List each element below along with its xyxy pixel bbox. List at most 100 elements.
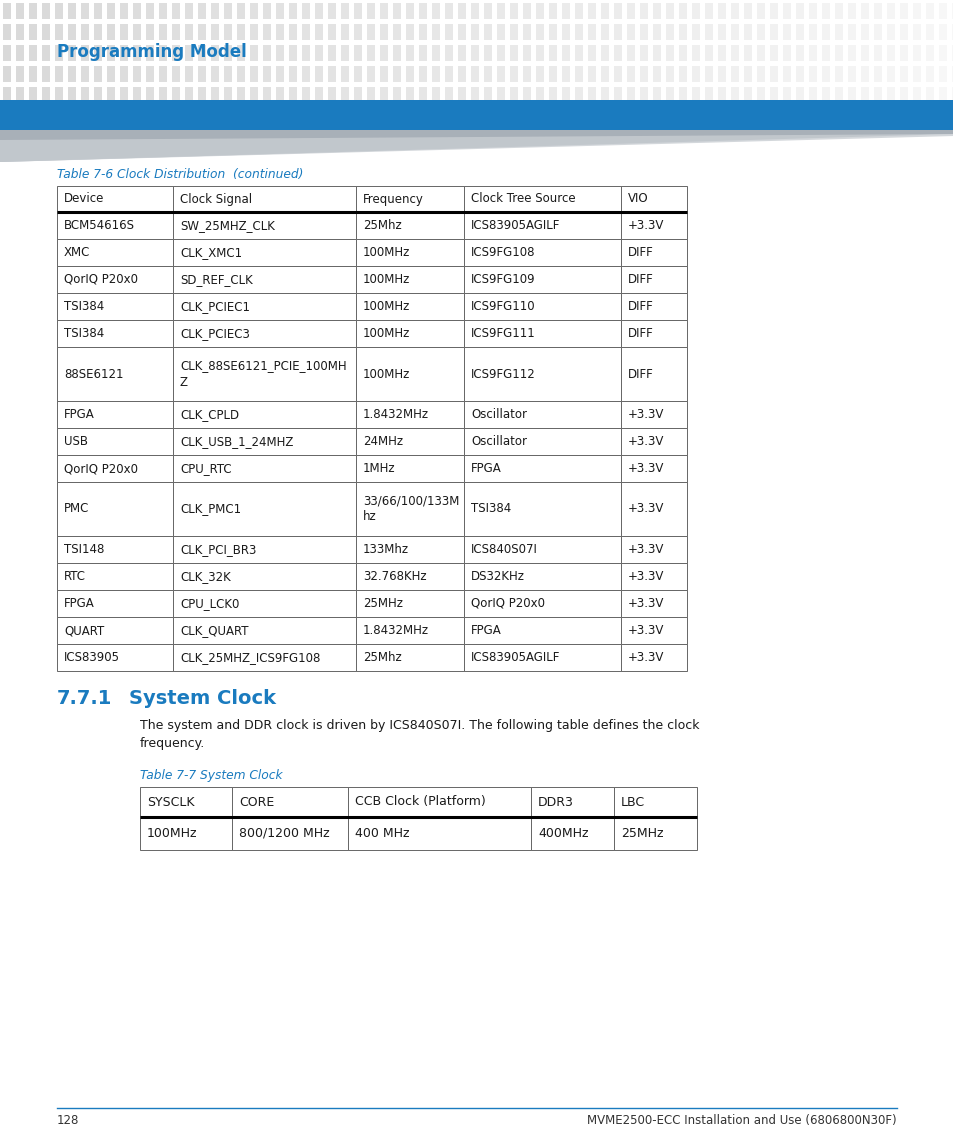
Bar (925, 45, 933, 61)
Bar (795, 3, 803, 19)
Bar (548, 87, 557, 103)
Text: ICS840S07I: ICS840S07I (471, 543, 537, 556)
Bar (886, 45, 894, 61)
Bar (587, 66, 596, 82)
Bar (626, 66, 635, 82)
Bar (393, 24, 400, 40)
Bar (575, 24, 582, 40)
Text: 100MHz: 100MHz (147, 827, 197, 840)
Bar (16, 3, 24, 19)
Text: Clock Tree Source: Clock Tree Source (471, 192, 575, 205)
Bar (444, 24, 453, 40)
Bar (3, 3, 11, 19)
Bar (620, 482, 686, 536)
Bar (132, 87, 141, 103)
Bar (471, 87, 478, 103)
Bar (418, 87, 427, 103)
Bar (340, 3, 349, 19)
Bar (432, 87, 439, 103)
Bar (704, 66, 712, 82)
Bar (29, 87, 37, 103)
Bar (444, 3, 453, 19)
Bar (340, 45, 349, 61)
Text: +3.3V: +3.3V (627, 624, 663, 637)
Bar (704, 24, 712, 40)
Bar (620, 293, 686, 319)
Bar (379, 45, 388, 61)
Bar (951, 87, 953, 103)
Bar (81, 45, 89, 61)
Bar (912, 87, 920, 103)
Bar (198, 45, 206, 61)
Bar (679, 24, 686, 40)
Bar (432, 24, 439, 40)
Bar (912, 45, 920, 61)
Bar (483, 87, 492, 103)
Bar (406, 87, 414, 103)
Bar (861, 24, 868, 40)
Bar (0, 100, 953, 131)
Bar (16, 45, 24, 61)
Bar (42, 24, 50, 40)
Bar (355, 347, 463, 401)
Bar (120, 66, 128, 82)
Text: ICS9FG110: ICS9FG110 (471, 300, 535, 313)
Bar (808, 3, 816, 19)
Bar (355, 536, 463, 563)
Bar (42, 66, 50, 82)
Bar (355, 563, 463, 590)
Bar (587, 87, 596, 103)
Bar (795, 45, 803, 61)
Bar (886, 24, 894, 40)
Bar (275, 45, 284, 61)
Bar (159, 45, 167, 61)
Bar (3, 24, 11, 40)
Bar (172, 266, 355, 293)
Bar (393, 3, 400, 19)
Bar (626, 45, 635, 61)
Bar (522, 3, 531, 19)
Bar (94, 24, 102, 40)
Bar (250, 3, 257, 19)
Text: 25MHz: 25MHz (620, 827, 662, 840)
Bar (57, 590, 172, 617)
Bar (302, 66, 310, 82)
Bar (57, 428, 172, 455)
Bar (483, 3, 492, 19)
Text: CLK_PCIEC3: CLK_PCIEC3 (180, 327, 250, 340)
Bar (743, 66, 751, 82)
Bar (275, 3, 284, 19)
Text: Clock Signal: Clock Signal (180, 192, 252, 205)
Text: QorIQ P20x0: QorIQ P20x0 (64, 273, 138, 286)
Text: ICS83905: ICS83905 (64, 652, 120, 664)
Bar (620, 617, 686, 643)
Text: 88SE6121: 88SE6121 (64, 368, 123, 380)
Bar (146, 87, 153, 103)
Bar (29, 3, 37, 19)
Bar (769, 66, 778, 82)
Bar (172, 401, 355, 428)
Bar (614, 818, 697, 850)
Bar (639, 66, 647, 82)
Polygon shape (0, 134, 953, 161)
Bar (691, 24, 700, 40)
Bar (652, 66, 660, 82)
Bar (497, 66, 504, 82)
Bar (57, 347, 172, 401)
Bar (432, 3, 439, 19)
Bar (718, 66, 725, 82)
Bar (639, 45, 647, 61)
Bar (81, 24, 89, 40)
Bar (236, 87, 245, 103)
Bar (861, 66, 868, 82)
Bar (211, 3, 219, 19)
Text: FPGA: FPGA (471, 461, 501, 475)
Text: 800/1200 MHz: 800/1200 MHz (239, 827, 330, 840)
Bar (355, 482, 463, 536)
Bar (873, 87, 882, 103)
Bar (354, 45, 361, 61)
Bar (575, 66, 582, 82)
Text: Table 7-7 System Clock: Table 7-7 System Clock (140, 769, 282, 782)
Bar (275, 24, 284, 40)
Bar (861, 87, 868, 103)
